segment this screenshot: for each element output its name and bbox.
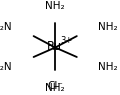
Text: NH₂: NH₂ [98,22,118,32]
Text: H₂N: H₂N [0,22,12,32]
Text: NH₂: NH₂ [45,1,65,11]
Text: Ru: Ru [46,40,62,53]
Text: NH₂: NH₂ [98,61,118,72]
Text: Cl⁻: Cl⁻ [47,81,63,91]
Text: H₂N: H₂N [0,61,12,72]
Text: 3+: 3+ [60,36,73,45]
Text: NH₂: NH₂ [45,83,65,93]
